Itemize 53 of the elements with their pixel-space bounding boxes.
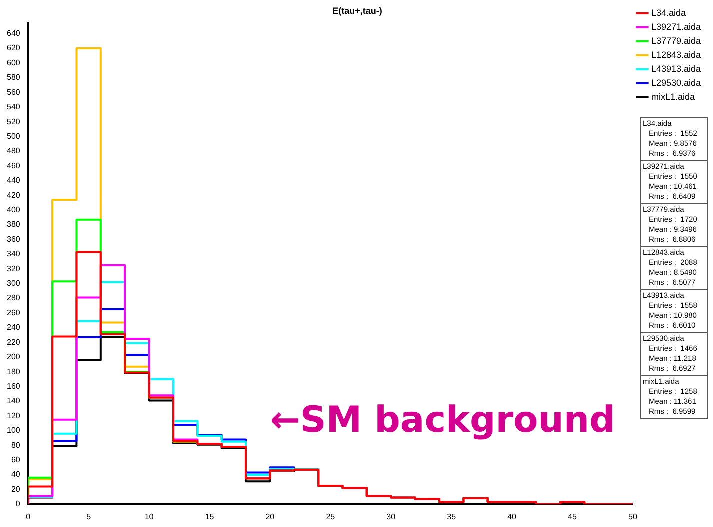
y-tick-label: 640 bbox=[6, 29, 21, 38]
y-tick-label: 360 bbox=[6, 234, 21, 244]
x-tick-label: 40 bbox=[508, 512, 518, 522]
x-tick-label: 30 bbox=[386, 512, 396, 522]
y-tick-label: 400 bbox=[6, 205, 21, 214]
annotation: ←SM background bbox=[270, 400, 616, 441]
x-tick-label: 15 bbox=[205, 512, 215, 522]
y-tick-label: 420 bbox=[6, 190, 21, 200]
y-tick-label: 540 bbox=[6, 102, 21, 112]
chart-title: E(tau+,tau-) bbox=[332, 6, 382, 16]
y-tick-label: 180 bbox=[6, 367, 21, 376]
y-tick-label: 600 bbox=[6, 58, 21, 68]
x-tick-label: 5 bbox=[86, 512, 92, 522]
y-tick-label: 40 bbox=[11, 470, 21, 480]
y-tick-label: 380 bbox=[6, 220, 21, 230]
y-tick-label: 580 bbox=[6, 73, 21, 82]
x-tick-label: 45 bbox=[568, 512, 578, 522]
x-tick-label: 20 bbox=[266, 512, 276, 522]
y-tick-label: 20 bbox=[11, 484, 21, 494]
y-tick-label: 160 bbox=[6, 382, 21, 391]
legend-label: L37779.aida bbox=[651, 36, 702, 46]
legend-label: L34.aida bbox=[651, 8, 686, 18]
y-tick-label: 620 bbox=[6, 44, 21, 53]
y-tick-label: 480 bbox=[6, 146, 21, 156]
y-tick-label: 500 bbox=[6, 132, 21, 141]
x-tick-label: 0 bbox=[26, 512, 32, 522]
x-tick-label: 10 bbox=[144, 512, 154, 522]
y-tick-label: 200 bbox=[6, 352, 21, 362]
y-tick-label: 100 bbox=[6, 426, 21, 436]
y-tick-label: 320 bbox=[6, 264, 21, 274]
legend-label: L39271.aida bbox=[651, 22, 702, 32]
y-tick-label: 300 bbox=[6, 279, 21, 288]
y-tick-label: 240 bbox=[6, 323, 21, 332]
y-tick-label: 260 bbox=[6, 308, 21, 318]
y-tick-label: 80 bbox=[11, 440, 21, 450]
y-tick-label: 440 bbox=[6, 176, 21, 186]
y-tick-label: 340 bbox=[6, 250, 21, 259]
x-tick-label: 25 bbox=[326, 512, 336, 522]
y-tick-label: 560 bbox=[6, 88, 21, 97]
legend-label: L12843.aida bbox=[651, 50, 702, 60]
legend-label: L43913.aida bbox=[651, 64, 702, 74]
x-tick-label: 35 bbox=[447, 512, 457, 522]
y-tick-label: 460 bbox=[6, 161, 21, 170]
y-tick-label: 280 bbox=[6, 294, 21, 303]
y-tick-label: 60 bbox=[11, 455, 21, 464]
y-tick-label: 220 bbox=[6, 338, 21, 347]
legend-label: mixL1.aida bbox=[651, 92, 695, 102]
y-tick-label: 520 bbox=[6, 117, 21, 126]
y-tick-label: 140 bbox=[6, 396, 21, 406]
y-tick-label: 120 bbox=[6, 411, 21, 420]
y-tick-label: 0 bbox=[16, 500, 21, 509]
x-tick-label: 50 bbox=[628, 512, 638, 522]
legend-label: L29530.aida bbox=[651, 78, 702, 88]
